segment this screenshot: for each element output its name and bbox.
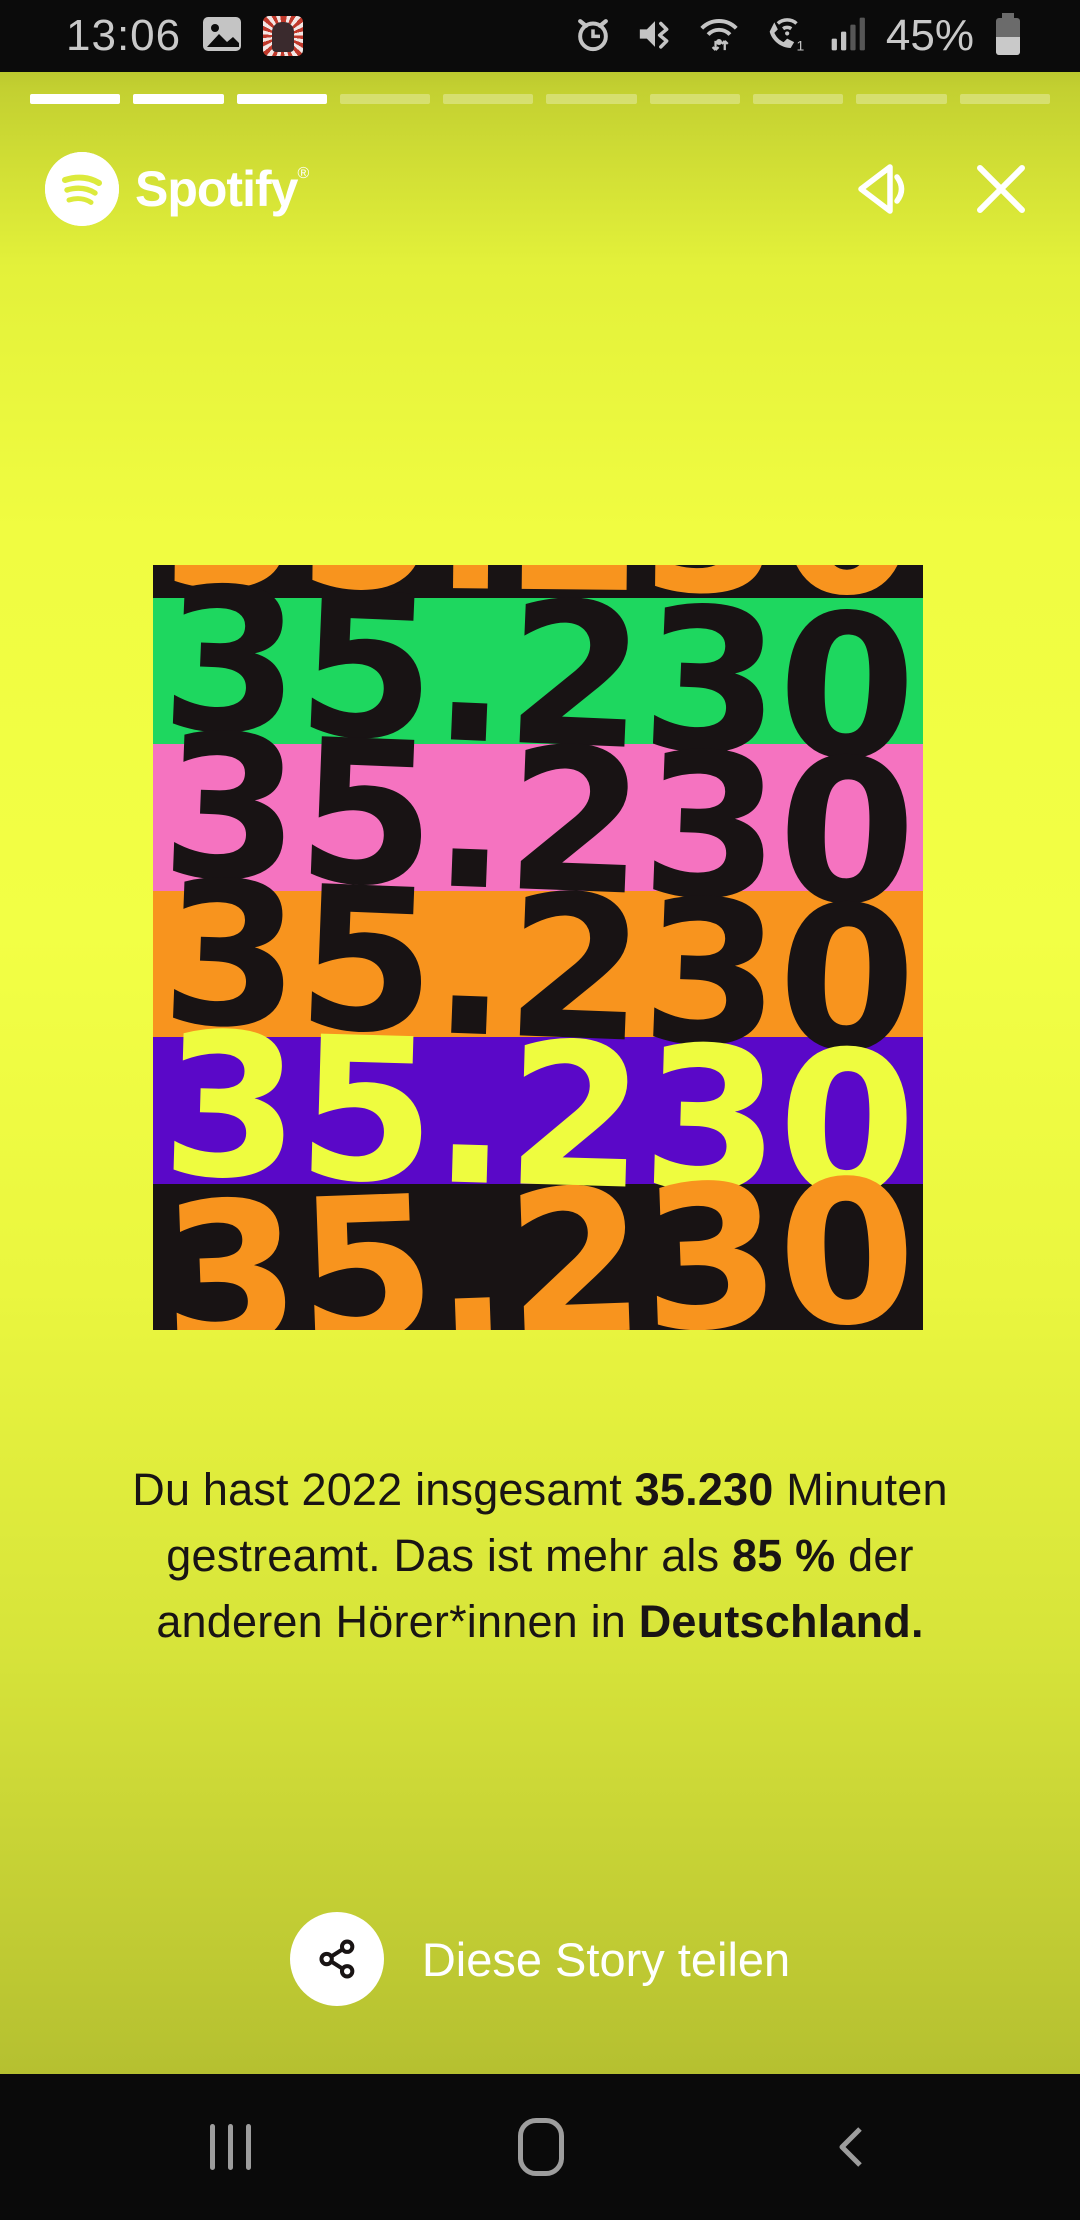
wrapped-minutes-graphic: 35.230 35.230 35.230 35.230 35.230 35.23… xyxy=(153,565,923,1330)
story-progress-segment xyxy=(133,94,224,104)
wifi-calling-icon: 1 xyxy=(762,13,810,60)
story-progress-segment xyxy=(649,94,741,104)
stat-band: 35.230 xyxy=(153,565,923,806)
battery-half-icon xyxy=(994,11,1022,62)
recents-button[interactable] xyxy=(210,2124,251,2170)
gallery-image-icon xyxy=(201,15,243,58)
app-notification-thumbnail-icon xyxy=(263,16,304,56)
stat-band: 35.230 xyxy=(153,990,923,1242)
stat-band: 35.230 xyxy=(153,1136,923,1330)
close-button[interactable] xyxy=(970,158,1032,220)
svg-text:1: 1 xyxy=(796,37,804,53)
caption-percent-value: 85 % xyxy=(732,1530,836,1581)
battery-percent: 45% xyxy=(885,11,974,60)
signal-strength-icon xyxy=(830,13,866,60)
story-progress-segment xyxy=(856,94,947,104)
story-progress-segment xyxy=(30,94,121,104)
speaker-icon xyxy=(858,164,905,214)
back-button[interactable] xyxy=(830,2121,870,2173)
sound-toggle-button[interactable] xyxy=(844,152,918,226)
story-progress-segment xyxy=(753,94,844,104)
android-navigation-bar xyxy=(0,2074,1080,2220)
home-icon xyxy=(517,2118,564,2176)
spotify-wordmark: Spotify® xyxy=(135,161,309,217)
header: Spotify® xyxy=(45,148,1032,230)
spotify-logo-icon xyxy=(45,152,119,226)
clock-time: 13:06 xyxy=(66,11,182,60)
caption-minutes-value: 35.230 xyxy=(634,1464,774,1515)
stat-band: 35.230 xyxy=(153,691,923,951)
close-icon xyxy=(977,165,1025,213)
vibrate-mute-icon xyxy=(634,13,676,60)
alarm-icon xyxy=(572,13,614,60)
share-label[interactable]: Diese Story teilen xyxy=(421,1932,791,1986)
share-icon[interactable] xyxy=(289,1912,384,2006)
wifi-updown-icon xyxy=(696,13,742,60)
story-progress-segment xyxy=(546,94,637,104)
caption-country-value: Deutschland. xyxy=(638,1596,924,1647)
share-story-button[interactable]: Diese Story teilen xyxy=(0,1912,1080,2006)
story-progress-bar xyxy=(30,94,1050,104)
stat-band: 35.230 xyxy=(153,837,923,1097)
stat-caption: Du hast 2022 insgesamt 35.230 Minuten ge… xyxy=(132,1464,948,1647)
spotify-brand: Spotify® xyxy=(45,152,309,226)
story-progress-segment xyxy=(959,94,1050,104)
stat-band: 35.230 xyxy=(153,565,923,640)
status-bar: 13:06 xyxy=(0,0,1080,72)
back-icon xyxy=(839,2127,862,2167)
home-button[interactable] xyxy=(517,2118,564,2176)
stat-value: 35.230 xyxy=(158,1135,918,1330)
registered-mark: ® xyxy=(297,165,309,182)
story-progress-segment xyxy=(443,94,534,104)
story-progress-segment xyxy=(236,94,327,104)
story-progress-segment xyxy=(339,94,431,104)
recents-icon xyxy=(210,2124,251,2170)
